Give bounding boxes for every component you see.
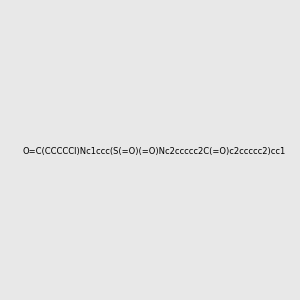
Text: O=C(CCCCCl)Nc1ccc(S(=O)(=O)Nc2ccccc2C(=O)c2ccccc2)cc1: O=C(CCCCCl)Nc1ccc(S(=O)(=O)Nc2ccccc2C(=O… <box>22 147 285 156</box>
